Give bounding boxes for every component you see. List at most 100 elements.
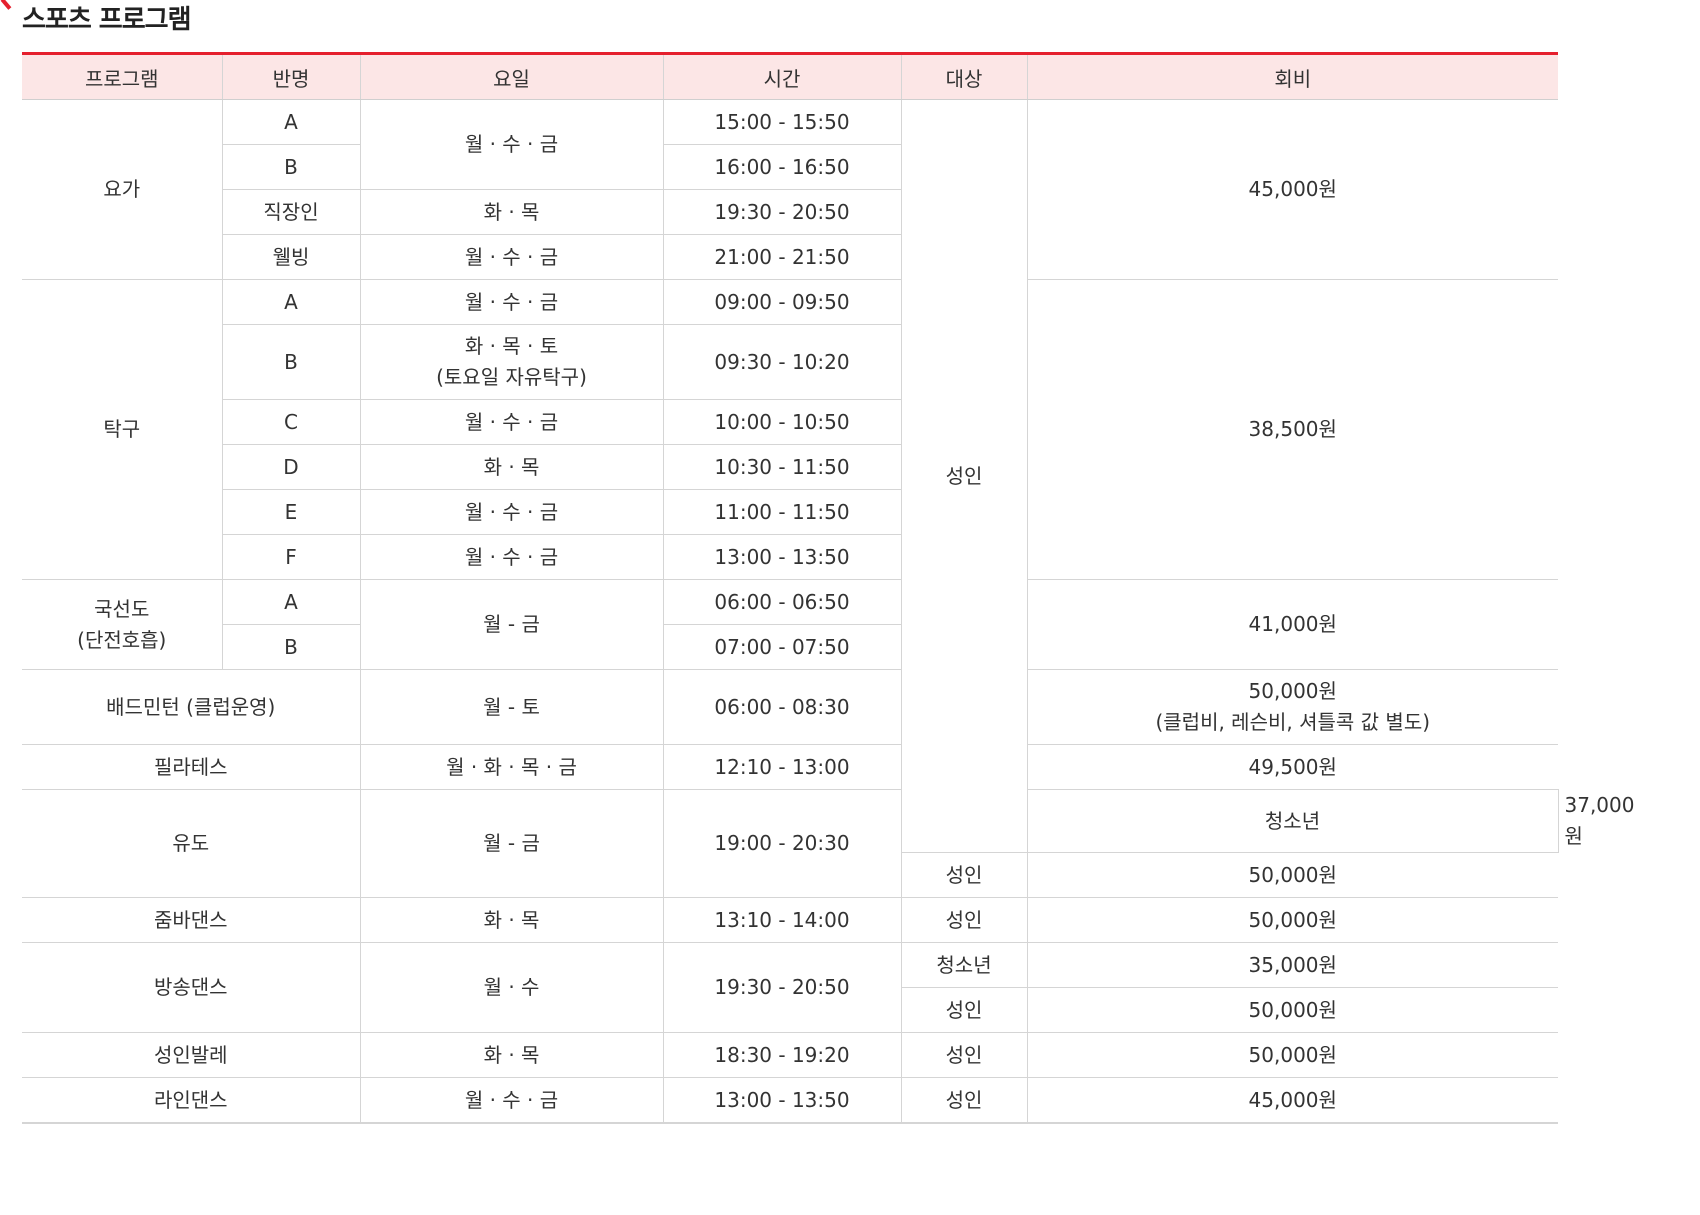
table-row: 줌바댄스 화 · 목 13:10 - 14:00 성인 50,000원 [22, 897, 1558, 943]
class-days: 화 · 목 [359, 189, 664, 235]
class-name: B [221, 324, 361, 400]
header-fee: 회비 [1026, 53, 1558, 100]
table-row: F 월 · 수 · 금 13:00 - 13:50 [22, 534, 1558, 580]
fee-cell: 45,000원 [1026, 1077, 1558, 1124]
program-name-zumba: 줌바댄스 [22, 897, 361, 943]
program-name-judo: 유도 [22, 789, 361, 898]
program-name-broadcast-dance: 방송댄스 [22, 942, 361, 1033]
page-title: 스포츠 프로그램 [22, 5, 191, 35]
class-time: 18:30 - 19:20 [662, 1032, 902, 1078]
class-days: 월 · 수 · 금 [359, 489, 664, 535]
table-row: C 월 · 수 · 금 10:00 - 10:50 [22, 399, 1558, 445]
class-days: 화 · 목 [359, 444, 664, 490]
target-cell: 성인 [900, 897, 1028, 943]
class-days: 월 · 수 · 금 [359, 279, 664, 325]
fee-kouksundo: 41,000원 [1026, 579, 1558, 670]
table-row: 필라테스 월 · 화 · 목 · 금 12:10 - 13:00 49,500원 [22, 744, 1558, 790]
class-days: 월 · 수 [359, 942, 664, 1033]
fee-cell: 50,000원 [1026, 852, 1558, 898]
class-days: 월 · 수 · 금 [359, 534, 664, 580]
fee-yoga: 45,000원 [1026, 99, 1558, 280]
table-row: 직장인 화 · 목 19:30 - 20:50 [22, 189, 1558, 235]
section-title-wrap: 스포츠 프로그램 [0, 0, 191, 50]
program-name-kouksundo: 국선도 (단전호흡) [22, 579, 223, 670]
table-row: 탁구 A 월 · 수 · 금 09:00 - 09:50 38,500원 [22, 279, 1558, 580]
class-time: 09:30 - 10:20 [662, 324, 902, 400]
class-name: B [221, 624, 361, 670]
class-time: 12:10 - 13:00 [662, 744, 902, 790]
table-row: 방송댄스 월 · 수 19:30 - 20:50 청소년 35,000원 [22, 942, 1558, 1033]
class-name: C [221, 399, 361, 445]
class-time: 09:00 - 09:50 [662, 279, 902, 325]
program-name-pilates: 필라테스 [22, 744, 361, 790]
table-row: 웰빙 월 · 수 · 금 21:00 - 21:50 [22, 234, 1558, 280]
target-cell: 성인 [900, 852, 1028, 898]
target-cell: 성인 [900, 1077, 1028, 1124]
class-time: 19:00 - 20:30 [662, 789, 902, 898]
class-name: 웰빙 [221, 234, 361, 280]
class-name: B [221, 144, 361, 190]
fee-cell: 50,000원 [1026, 987, 1558, 1033]
class-name: A [221, 279, 361, 325]
class-days: 월 · 수 · 금 [359, 399, 664, 445]
class-name: A [221, 579, 361, 625]
class-time: 10:30 - 11:50 [662, 444, 902, 490]
class-name: D [221, 444, 361, 490]
target-cell: 성인 [900, 987, 1028, 1033]
class-days: 월 - 금 [359, 789, 664, 898]
fee-badminton: 50,000원 (클럽비, 레슨비, 셔틀콕 값 별도) [1026, 669, 1558, 745]
class-time: 13:00 - 13:50 [662, 1077, 902, 1124]
table-row: D 화 · 목 10:30 - 11:50 [22, 444, 1558, 490]
header-program: 프로그램 [22, 53, 223, 100]
header-target: 대상 [900, 53, 1028, 100]
header-class: 반명 [221, 53, 361, 100]
program-name-adult-ballet: 성인발레 [22, 1032, 361, 1078]
fee-cell: 50,000원 [1026, 1032, 1558, 1078]
target-cell: 청소년 [1026, 789, 1559, 853]
class-time: 19:30 - 20:50 [662, 189, 902, 235]
class-time: 13:10 - 14:00 [662, 897, 902, 943]
target-adult-group: 성인 [900, 99, 1028, 853]
class-days: 화 · 목 [359, 1032, 664, 1078]
class-time: 16:00 - 16:50 [662, 144, 902, 190]
header-days: 요일 [359, 53, 664, 100]
fee-cell: 50,000원 [1026, 897, 1558, 943]
target-cell: 성인 [900, 1032, 1028, 1078]
class-days: 월 · 화 · 목 · 금 [359, 744, 664, 790]
title-accent-mark [0, 0, 12, 10]
class-days: 월 · 수 · 금 [359, 99, 664, 190]
table-row: 성인 50,000원 [22, 852, 1558, 898]
class-name: E [221, 489, 361, 535]
program-name-pingpong: 탁구 [22, 279, 223, 580]
table-row: 성인발레 화 · 목 18:30 - 19:20 성인 50,000원 [22, 1032, 1558, 1078]
sports-program-table: 프로그램 반명 요일 시간 대상 회비 요가 A 월 · 수 · 금 15:00… [22, 52, 1634, 1124]
class-name: 직장인 [221, 189, 361, 235]
table-row: 유도 월 - 금 19:00 - 20:30 청소년 37,000원 [22, 789, 1634, 898]
header-time: 시간 [662, 53, 902, 100]
table-row: 성인 50,000원 [22, 987, 1558, 1033]
class-time: 21:00 - 21:50 [662, 234, 902, 280]
program-name-yoga: 요가 [22, 99, 223, 280]
target-cell: 청소년 [900, 942, 1028, 988]
class-name: F [221, 534, 361, 580]
program-name-badminton: 배드민턴 (클럽운영) [22, 669, 361, 745]
table-row: B 16:00 - 16:50 [22, 144, 1558, 190]
class-name: A [221, 99, 361, 145]
table-row: B 화 · 목 · 토 (토요일 자유탁구) 09:30 - 10:20 [22, 324, 1558, 400]
program-name-line-dance: 라인댄스 [22, 1077, 361, 1124]
class-days: 월 · 수 · 금 [359, 234, 664, 280]
class-time: 11:00 - 11:50 [662, 489, 902, 535]
class-days: 화 · 목 · 토 (토요일 자유탁구) [359, 324, 664, 400]
class-time: 13:00 - 13:50 [662, 534, 902, 580]
fee-cell: 35,000원 [1026, 942, 1558, 988]
class-days: 월 - 금 [359, 579, 664, 670]
fee-pilates: 49,500원 [1026, 744, 1558, 790]
class-days: 월 - 토 [359, 669, 664, 745]
class-time: 06:00 - 06:50 [662, 579, 902, 625]
class-time: 07:00 - 07:50 [662, 624, 902, 670]
class-time: 06:00 - 08:30 [662, 669, 902, 745]
fee-pingpong: 38,500원 [1026, 279, 1558, 580]
class-days: 화 · 목 [359, 897, 664, 943]
class-time: 15:00 - 15:50 [662, 99, 902, 145]
class-days: 월 · 수 · 금 [359, 1077, 664, 1124]
